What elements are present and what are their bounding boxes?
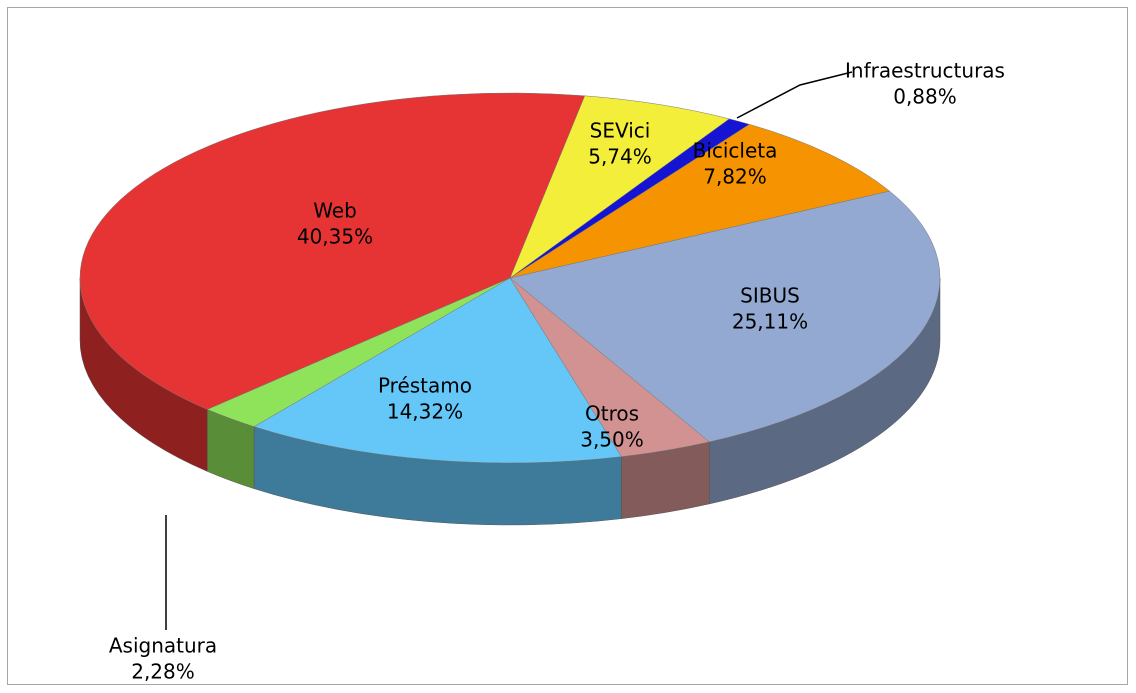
slice-value-label: 7,82%: [703, 165, 767, 189]
slice-value-label: 40,35%: [297, 225, 373, 249]
slice: [509, 124, 891, 279]
slice-value-label: 25,11%: [732, 310, 808, 334]
slice: [509, 95, 730, 279]
slice-value-label: 5,74%: [588, 145, 652, 169]
slice-label: Infraestructuras: [845, 59, 1005, 83]
slice-value-label: 2,28%: [131, 660, 195, 684]
pie: [79, 92, 941, 526]
slice-label: Otros: [585, 402, 639, 426]
slice-label: Asignatura: [109, 634, 217, 658]
slice-value-label: 0,88%: [893, 85, 957, 109]
leader-line: [736, 71, 853, 119]
pie-tops: [79, 92, 941, 464]
slice-label: SEVici: [590, 119, 651, 143]
slice: [253, 277, 622, 464]
slice-value-label: 3,50%: [580, 428, 644, 452]
slice-label: Préstamo: [378, 374, 472, 398]
slice-label: Bicicleta: [693, 139, 778, 163]
slice-value-label: 14,32%: [387, 400, 463, 424]
slice: [509, 190, 941, 443]
slice-label: Web: [313, 199, 357, 223]
slice-label: SIBUS: [740, 284, 800, 308]
slice: [79, 92, 586, 410]
